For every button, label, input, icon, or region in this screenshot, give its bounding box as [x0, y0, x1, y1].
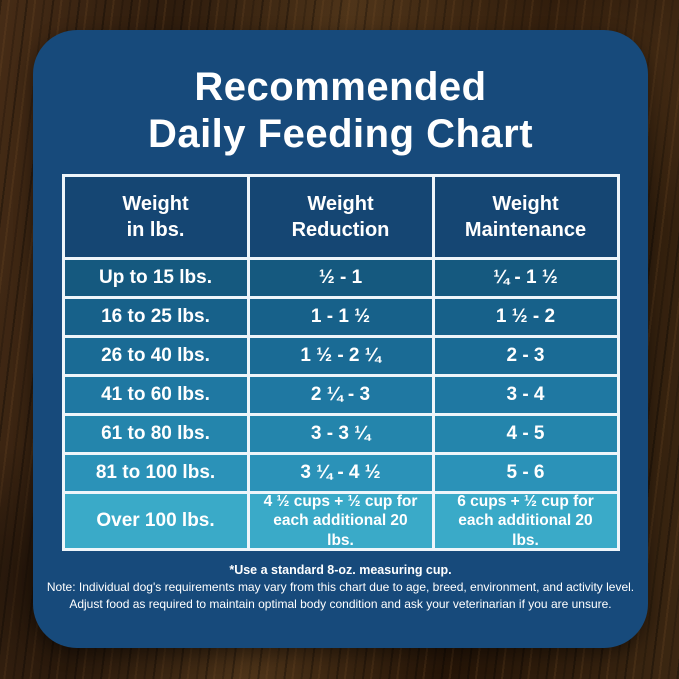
feeding-chart-card: Recommended Daily Feeding Chart Weight i… [33, 30, 648, 648]
table-cell-weight: 26 to 40 lbs. [64, 338, 247, 375]
table-cell-weight: 16 to 25 lbs. [64, 299, 247, 336]
table-cell-weight: 81 to 100 lbs. [64, 455, 247, 492]
table-cell-reduction: 4 ½ cups + ½ cup for each additional 20 … [249, 493, 432, 549]
table-cell-maintenance: 5 - 6 [434, 455, 617, 492]
table-cell-maintenance: 1 ½ - 2 [434, 299, 617, 336]
column-header-line: Weight [122, 193, 189, 216]
table-cell-weight: Up to 15 lbs. [64, 260, 247, 297]
column-header-line: in lbs. [126, 219, 185, 242]
table-cell-reduction: 3 - 3 ¼ [249, 416, 432, 453]
table-cell-maintenance: 6 cups + ½ cup for each additional 20 lb… [434, 493, 617, 549]
column-header-line: Maintenance [464, 219, 587, 242]
table-cell-weight: 41 to 60 lbs. [64, 377, 247, 414]
table-cell-reduction: 1 ½ - 2 ¼ [249, 338, 432, 375]
table-cell-reduction: 1 - 1 ½ [249, 299, 432, 336]
table-cell-weight: Over 100 lbs. [64, 494, 247, 549]
table-cell-reduction: 2 ¼ - 3 [249, 377, 432, 414]
column-header-line: Weight [492, 193, 559, 216]
table-cell-reduction: 3 ¼ - 4 ½ [249, 455, 432, 492]
table-cell-reduction: ½ - 1 [249, 260, 432, 297]
title-line-2: Daily Feeding Chart [147, 112, 534, 157]
column-header-maintenance: Weight Maintenance [434, 177, 617, 258]
table-cell-maintenance: ¼ - 1 ½ [434, 260, 617, 297]
column-header-weight: Weight in lbs. [64, 177, 247, 258]
table-cell-maintenance: 2 - 3 [434, 338, 617, 375]
feeding-table: Weight in lbs. Weight Reduction Weight M… [61, 174, 620, 552]
table-cell-maintenance: 3 - 4 [434, 377, 617, 414]
footnote-adjust: Adjust food as required to maintain opti… [69, 596, 612, 611]
footnote-note: Note: Individual dog's requirements may … [46, 580, 635, 595]
footnote-measuring-cup: *Use a standard 8-oz. measuring cup. [229, 563, 452, 578]
column-header-reduction: Weight Reduction [249, 177, 432, 258]
column-header-line: Weight [307, 193, 374, 216]
table-cell-weight: 61 to 80 lbs. [64, 416, 247, 453]
page-title: Recommended Daily Feeding Chart [33, 64, 648, 158]
column-header-line: Reduction [291, 219, 390, 242]
title-line-1: Recommended [194, 65, 487, 109]
table-cell-maintenance: 4 - 5 [434, 416, 617, 453]
footnotes: *Use a standard 8-oz. measuring cup. Not… [33, 562, 648, 612]
